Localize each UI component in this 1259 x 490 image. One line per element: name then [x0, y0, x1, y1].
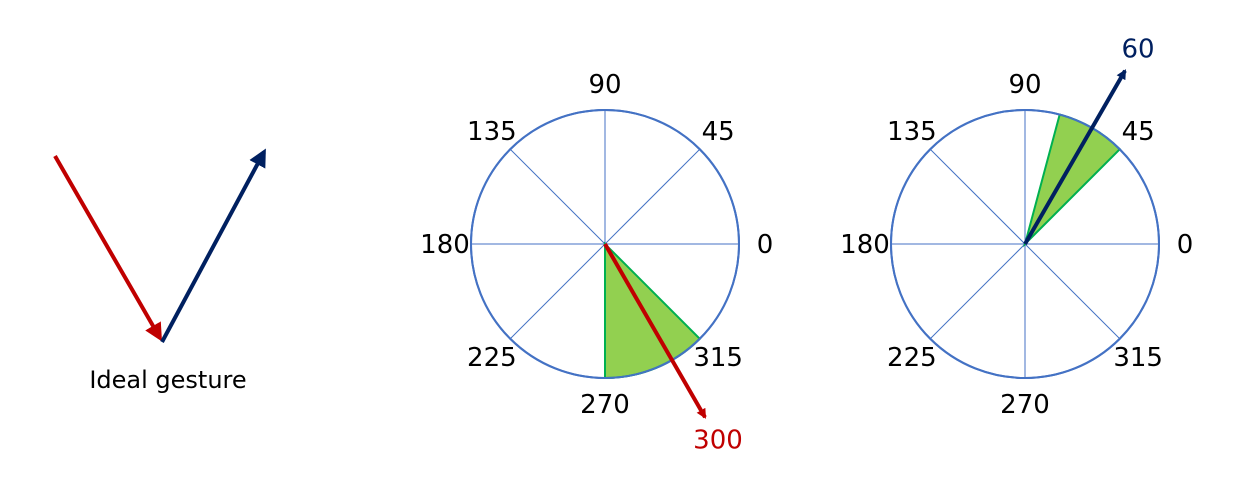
dial-direction-arrow [603, 242, 707, 419]
dial-angle-label: 315 [693, 343, 743, 373]
dial-circle-outline [470, 109, 740, 379]
dial-angle-label: 315 [1113, 343, 1163, 373]
dial-arrow-angle-label: 300 [693, 426, 743, 456]
ideal-gesture-down-stroke [53, 155, 162, 342]
dial-arrow-angle-label: 60 [1121, 34, 1154, 64]
dial-angle-label: 225 [467, 343, 517, 373]
dial-angle-label: 0 [757, 230, 774, 260]
dial-angle-label: 90 [588, 70, 621, 100]
dial-angle-label: 180 [840, 230, 890, 260]
dial-angle-label: 135 [887, 117, 937, 147]
dial-circle-outline [890, 109, 1160, 379]
dial-angle-label: 45 [702, 117, 735, 147]
dial-angle-label: 270 [1000, 390, 1050, 420]
ideal-gesture-illustration: Ideal gesture [53, 148, 266, 394]
direction-dial-1: 0 45 90 135 180 225 270 315 300 [420, 70, 773, 456]
ideal-gesture-caption: Ideal gesture [89, 366, 246, 394]
dial-angle-label: 180 [420, 230, 470, 260]
direction-dial-2: 0 45 90 135 180 225 270 315 60 [840, 34, 1193, 420]
dial-tolerance-sector [604, 241, 702, 380]
dial-angle-label: 225 [887, 343, 937, 373]
dial-angle-label: 270 [580, 390, 630, 420]
dial-angle-label: 45 [1122, 117, 1155, 147]
ideal-gesture-up-stroke [160, 148, 266, 343]
dial-tolerance-sector [1023, 113, 1122, 248]
dial-direction-arrow [1023, 69, 1127, 246]
dial-angle-label: 90 [1008, 70, 1041, 100]
dial-angle-label: 0 [1177, 230, 1194, 260]
dial-angle-label: 135 [467, 117, 517, 147]
